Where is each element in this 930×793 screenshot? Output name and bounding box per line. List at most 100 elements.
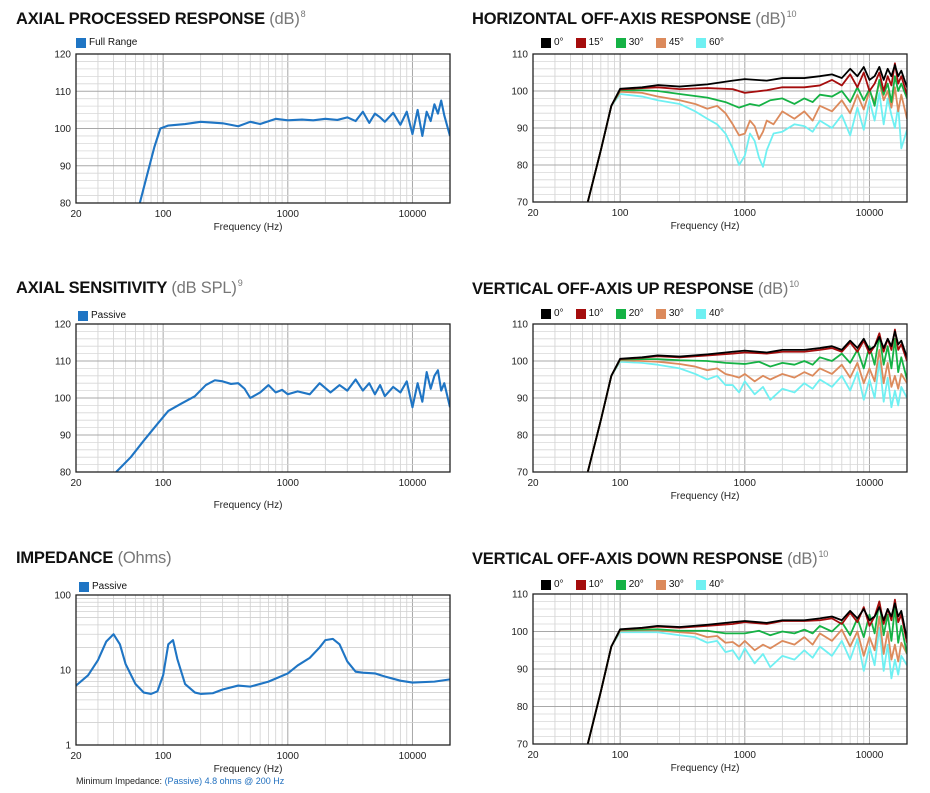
- legend-item-0deg: 0°: [541, 579, 564, 590]
- vertical-up-title-text: VERTICAL OFF-AXIS UP RESPONSE: [472, 280, 754, 298]
- y-tick-label: 100: [54, 591, 71, 602]
- horizontal-plot: 70 80 90 100 110 20 100 1000 10000 Frequency (Hz): [511, 50, 908, 232]
- y-tick-label: 90: [60, 161, 72, 172]
- x-tick-label: 100: [155, 209, 172, 220]
- x-tick-label: 100: [155, 751, 172, 762]
- axial-response-note: 8: [300, 9, 306, 19]
- legend-swatch: [615, 579, 626, 590]
- vertical-up-unit: (dB): [757, 280, 789, 298]
- y-tick-label: 100: [511, 627, 528, 638]
- vertical-up-legend: 0° 10° 20° 30° 40°: [541, 308, 724, 319]
- series-group: [586, 328, 907, 472]
- legend-label: 40°: [708, 579, 725, 590]
- legend-item-10deg: 10°: [575, 308, 604, 319]
- x-axis-label: Frequency (Hz): [671, 221, 740, 232]
- legend-label: Passive: [92, 581, 128, 592]
- x-tick-label: 100: [612, 208, 629, 219]
- y-tick-label: 90: [517, 665, 529, 676]
- axial-response-title: AXIAL PROCESSED RESPONSE (dB)8: [16, 9, 306, 29]
- plot-frame: [532, 323, 908, 473]
- y-tick-label: 110: [55, 357, 71, 368]
- y-tick-label: 90: [517, 394, 529, 405]
- series-group: [138, 99, 450, 203]
- legend-label: Full Range: [89, 37, 138, 48]
- legend-item-0deg: 0°: [541, 37, 564, 48]
- legend-label: 0°: [554, 579, 564, 590]
- x-axis-label: Frequency (Hz): [214, 222, 283, 233]
- x-tick-label: 10000: [856, 208, 884, 219]
- vertical-down-title-text: VERTICAL OFF-AXIS DOWN RESPONSE: [472, 550, 783, 568]
- legend-item-passive: Passive: [78, 310, 126, 321]
- y-tick-label: 90: [517, 124, 529, 135]
- legend-item-10deg: 10°: [575, 579, 604, 590]
- legend-swatch: [541, 37, 551, 48]
- legend-swatch: [76, 37, 86, 48]
- x-tick-label: 100: [612, 478, 629, 489]
- x-tick-label: 10000: [856, 478, 884, 489]
- legend-item-20deg: 20°: [615, 579, 644, 590]
- sensitivity-plot: 80 90 100 110 120 20 100 1000 10000 Frequency (Hz…: [54, 320, 451, 511]
- series-line-45°: [586, 80, 907, 202]
- vertical-up-title: VERTICAL OFF-AXIS UP RESPONSE (dB)10: [472, 279, 799, 299]
- legend-swatch: [541, 308, 551, 319]
- legend-item-passive: Passive: [79, 581, 127, 592]
- legend-swatch: [655, 37, 666, 48]
- y-tick-label: 100: [511, 357, 528, 368]
- legend-label: 30°: [628, 37, 644, 48]
- legend-item-30deg: 30°: [655, 579, 684, 590]
- legend-swatch: [575, 37, 586, 48]
- legend-label: 20°: [628, 579, 644, 590]
- y-tick-label: 90: [60, 431, 72, 442]
- footnote-label: Minimum Impedance:: [76, 776, 163, 786]
- series-line-20°: [586, 334, 907, 472]
- x-tick-label: 20: [527, 478, 539, 489]
- series-line-Passive: [115, 369, 450, 472]
- sensitivity-title: AXIAL SENSITIVITY (dB SPL)9: [16, 278, 243, 298]
- series-group: [76, 633, 450, 695]
- y-tick-label: 70: [517, 740, 529, 751]
- vertical-down-plot: 70 80 90 100 110 20 100 1000 10000 Frequency (Hz): [511, 590, 908, 774]
- legend-swatch: [79, 581, 89, 592]
- series-line-0°: [586, 64, 907, 202]
- impedance-unit: (Ohms): [117, 549, 172, 567]
- legend-swatch: [615, 308, 626, 319]
- vertical-down-note: 10: [818, 549, 829, 559]
- x-tick-label: 20: [70, 751, 82, 762]
- legend-label: 45°: [668, 37, 684, 48]
- series-line-0°: [586, 602, 907, 744]
- horizontal-unit: (dB): [755, 10, 786, 28]
- vertical-down-unit: (dB): [787, 550, 818, 568]
- legend-label: Passive: [91, 310, 127, 321]
- series-line-15°: [586, 62, 907, 202]
- y-tick-label: 80: [60, 199, 72, 210]
- series-line-Full Range: [138, 99, 450, 203]
- series-line-0°: [586, 330, 907, 472]
- vertical-up-note: 10: [789, 279, 799, 289]
- legend-swatch: [655, 579, 666, 590]
- x-tick-label: 100: [612, 750, 629, 761]
- legend-label: 0°: [554, 308, 564, 319]
- impedance-plot: 1 10 100 20 100 1000 10000 Frequency (Hz): [54, 591, 451, 775]
- legend-swatch: [695, 308, 706, 319]
- legend-label: 40°: [708, 308, 725, 319]
- x-tick-label: 10000: [399, 478, 427, 489]
- y-tick-label: 100: [54, 394, 71, 405]
- sensitivity-legend: Passive: [78, 310, 126, 321]
- plot-frame: [75, 594, 451, 746]
- legend-swatch: [541, 579, 551, 590]
- x-axis-label: Frequency (Hz): [214, 500, 283, 511]
- legend-label: 30°: [668, 308, 684, 319]
- legend-swatch: [655, 308, 666, 319]
- legend-item-0deg: 0°: [541, 308, 564, 319]
- legend-swatch: [615, 37, 626, 48]
- legend-label: 10°: [588, 579, 604, 590]
- y-tick-label: 80: [517, 161, 529, 172]
- legend-swatch: [575, 308, 586, 319]
- x-tick-label: 10000: [856, 750, 884, 761]
- axial-response-title-text: AXIAL PROCESSED RESPONSE: [16, 10, 265, 28]
- y-tick-label: 100: [511, 87, 528, 98]
- legend-item-30deg: 30°: [655, 308, 684, 319]
- x-tick-label: 20: [527, 750, 539, 761]
